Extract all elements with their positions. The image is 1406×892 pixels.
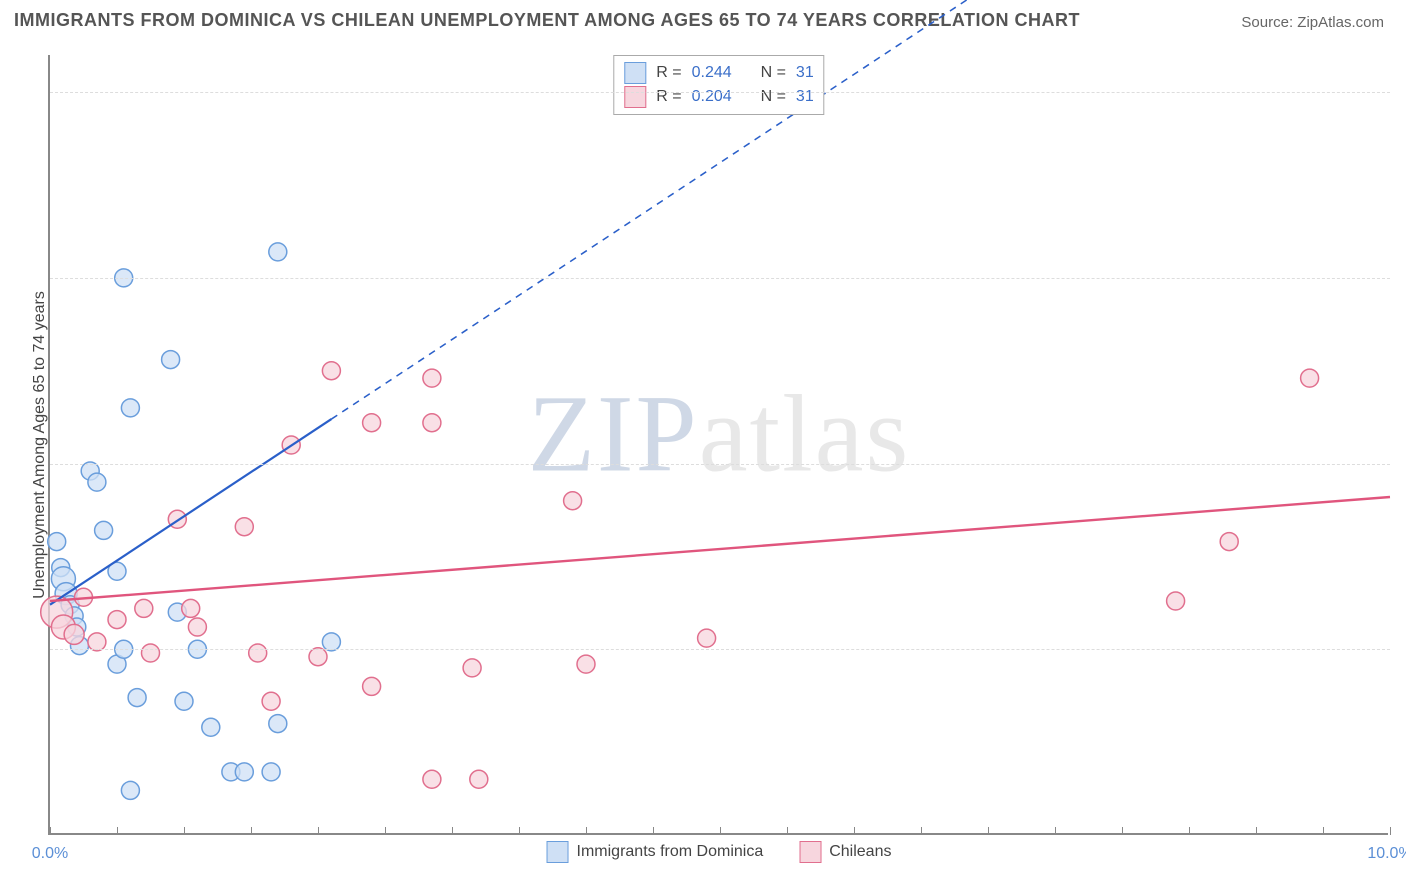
data-point: [88, 473, 106, 491]
data-point: [235, 763, 253, 781]
data-point: [363, 677, 381, 695]
data-point: [322, 633, 340, 651]
x-minor-tick: [787, 827, 788, 835]
x-minor-tick: [1256, 827, 1257, 835]
legend-series: Immigrants from Dominica Chileans: [547, 841, 892, 863]
data-point: [423, 414, 441, 432]
data-point: [463, 659, 481, 677]
chart-title: IMMIGRANTS FROM DOMINICA VS CHILEAN UNEM…: [14, 10, 1080, 31]
x-minor-tick: [117, 827, 118, 835]
n-label-0: N =: [761, 64, 786, 82]
gridline-h: [50, 464, 1390, 465]
x-minor-tick: [1189, 827, 1190, 835]
x-minor-tick: [452, 827, 453, 835]
gridline-h: [50, 278, 1390, 279]
trend-line-solid: [50, 419, 331, 605]
data-point: [564, 492, 582, 510]
swatch-series-0: [624, 62, 646, 84]
data-point: [88, 633, 106, 651]
legend-item-1: Chileans: [799, 841, 891, 863]
x-minor-tick: [184, 827, 185, 835]
x-minor-tick: [385, 827, 386, 835]
data-point: [577, 655, 595, 673]
chart-area: Unemployment Among Ages 65 to 74 years Z…: [48, 55, 1388, 835]
data-point: [309, 648, 327, 666]
data-point: [269, 715, 287, 733]
x-tick-label: 10.0%: [1367, 845, 1406, 863]
r-label-0: R =: [656, 64, 681, 82]
data-point: [269, 243, 287, 261]
data-point: [121, 781, 139, 799]
x-minor-tick: [251, 827, 252, 835]
data-point: [108, 611, 126, 629]
swatch-series-1: [624, 86, 646, 108]
data-point: [121, 399, 139, 417]
x-minor-tick: [988, 827, 989, 835]
n-value-0: 31: [796, 64, 814, 82]
x-minor-tick: [921, 827, 922, 835]
data-point: [262, 692, 280, 710]
data-point: [423, 369, 441, 387]
r-value-1: 0.204: [692, 88, 732, 106]
swatch-bottom-0: [547, 841, 569, 863]
x-minor-tick: [1122, 827, 1123, 835]
legend-label-0: Immigrants from Dominica: [577, 843, 764, 861]
source-name: ZipAtlas.com: [1297, 14, 1384, 31]
x-minor-tick: [1390, 827, 1391, 835]
legend-item-0: Immigrants from Dominica: [547, 841, 764, 863]
x-minor-tick: [586, 827, 587, 835]
x-minor-tick: [720, 827, 721, 835]
legend-label-1: Chileans: [829, 843, 891, 861]
x-minor-tick: [1055, 827, 1056, 835]
legend-stats: R = 0.244 N = 31 R = 0.204 N = 31: [613, 55, 824, 115]
gridline-h: [50, 649, 1390, 650]
x-minor-tick: [519, 827, 520, 835]
data-point: [698, 629, 716, 647]
data-point: [48, 533, 66, 551]
trend-line-dashed: [331, 0, 1390, 419]
data-point: [1301, 369, 1319, 387]
gridline-h: [50, 92, 1390, 93]
data-point: [202, 718, 220, 736]
n-label-1: N =: [761, 88, 786, 106]
x-minor-tick: [854, 827, 855, 835]
data-point: [249, 644, 267, 662]
plot-svg: [50, 55, 1390, 835]
n-value-1: 31: [796, 88, 814, 106]
x-minor-tick: [1323, 827, 1324, 835]
data-point: [64, 624, 84, 644]
trend-line-solid: [50, 497, 1390, 601]
data-point: [322, 362, 340, 380]
y-axis-label: Unemployment Among Ages 65 to 74 years: [31, 291, 49, 599]
data-point: [1220, 533, 1238, 551]
data-point: [128, 689, 146, 707]
x-minor-tick: [653, 827, 654, 835]
data-point: [188, 618, 206, 636]
x-tick-label: 0.0%: [32, 845, 68, 863]
data-point: [1167, 592, 1185, 610]
data-point: [423, 770, 441, 788]
legend-stats-row-1: R = 0.204 N = 31: [624, 86, 813, 108]
x-minor-tick: [318, 827, 319, 835]
source-attribution: Source: ZipAtlas.com: [1241, 14, 1384, 31]
data-point: [142, 644, 160, 662]
data-point: [235, 518, 253, 536]
data-point: [175, 692, 193, 710]
data-point: [470, 770, 488, 788]
data-point: [363, 414, 381, 432]
data-point: [135, 599, 153, 617]
data-point: [162, 351, 180, 369]
data-point: [262, 763, 280, 781]
data-point: [95, 521, 113, 539]
legend-stats-row-0: R = 0.244 N = 31: [624, 62, 813, 84]
r-value-0: 0.244: [692, 64, 732, 82]
data-point: [182, 599, 200, 617]
source-label: Source:: [1241, 14, 1293, 31]
plot-region: ZIPatlas R = 0.244 N = 31 R = 0.204 N = …: [48, 55, 1388, 835]
swatch-bottom-1: [799, 841, 821, 863]
x-minor-tick: [50, 827, 51, 835]
r-label-1: R =: [656, 88, 681, 106]
